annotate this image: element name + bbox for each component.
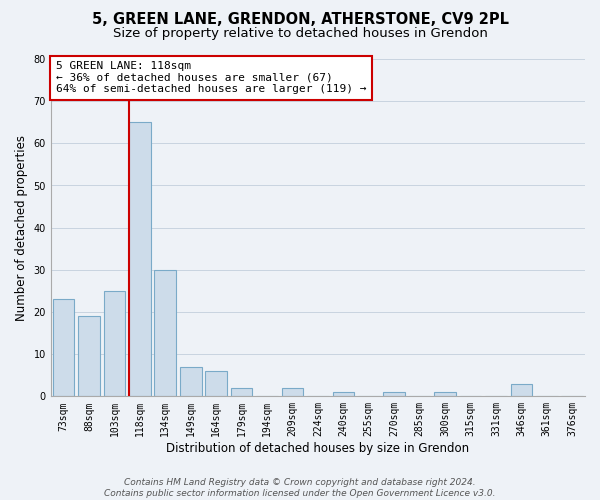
Bar	[332, 392, 354, 396]
Bar	[231, 388, 253, 396]
Text: 5, GREEN LANE, GRENDON, ATHERSTONE, CV9 2PL: 5, GREEN LANE, GRENDON, ATHERSTONE, CV9 …	[91, 12, 509, 28]
X-axis label: Distribution of detached houses by size in Grendon: Distribution of detached houses by size …	[166, 442, 469, 455]
Text: 5 GREEN LANE: 118sqm
← 36% of detached houses are smaller (67)
64% of semi-detac: 5 GREEN LANE: 118sqm ← 36% of detached h…	[56, 61, 367, 94]
Bar	[53, 300, 74, 396]
Bar	[281, 388, 303, 396]
Bar	[205, 371, 227, 396]
Y-axis label: Number of detached properties: Number of detached properties	[15, 134, 28, 320]
Bar	[78, 316, 100, 396]
Text: Contains HM Land Registry data © Crown copyright and database right 2024.
Contai: Contains HM Land Registry data © Crown c…	[104, 478, 496, 498]
Bar	[129, 122, 151, 396]
Bar	[180, 367, 202, 396]
Bar	[511, 384, 532, 396]
Bar	[383, 392, 405, 396]
Bar	[154, 270, 176, 396]
Bar	[104, 291, 125, 397]
Text: Size of property relative to detached houses in Grendon: Size of property relative to detached ho…	[113, 28, 487, 40]
Bar	[434, 392, 456, 396]
